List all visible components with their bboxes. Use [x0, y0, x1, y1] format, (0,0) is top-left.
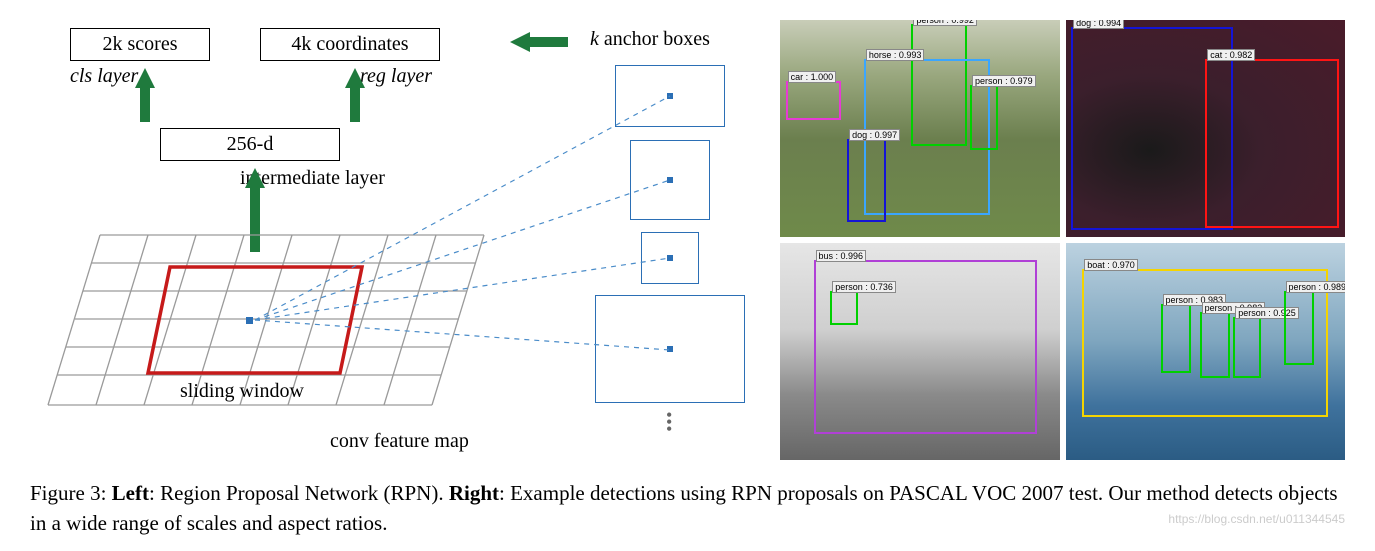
- bounding-box: car : 1.000: [786, 81, 842, 120]
- bounding-box: person : 0.736: [830, 291, 858, 326]
- bbox-label: horse : 0.993: [866, 49, 925, 61]
- bbox-label: dog : 0.994: [1073, 20, 1124, 29]
- arrow-up-reg-icon: [345, 68, 365, 88]
- bbox-container: bus : 0.996 person : 0.736: [780, 243, 1060, 460]
- scores-text: 2k scores: [103, 33, 178, 55]
- bounding-box: cat : 0.982: [1205, 59, 1339, 228]
- detection-image-3: bus : 0.996 person : 0.736: [780, 243, 1060, 460]
- watermark-text: https://blog.csdn.net/u011344545: [1168, 512, 1345, 526]
- detection-image-1: person : 0.992horse : 0.993car : 1.000do…: [780, 20, 1060, 237]
- detection-image-4: boat : 0.970 person : 0.983 person : 0.983…: [1066, 243, 1346, 460]
- caption-left-bold: Left: [112, 481, 149, 505]
- bbox-label: car : 1.000: [788, 71, 837, 83]
- bbox-label: bus : 0.996: [816, 250, 867, 262]
- bounding-box: person : 0.983: [1161, 304, 1192, 373]
- figure-row: 2k scores 4k coordinates cls layer reg l…: [0, 0, 1375, 470]
- intermediate-text: 256-d: [227, 133, 274, 155]
- bounding-box: person : 0.925: [1233, 317, 1261, 378]
- anchor-box-2: [630, 140, 710, 220]
- bbox-label: cat : 0.982: [1207, 49, 1255, 61]
- ellipsis-icon: •••: [666, 412, 672, 433]
- arrow-left-icon: [510, 32, 530, 52]
- bbox-label: boat : 0.970: [1084, 259, 1138, 271]
- anchor-label: k anchor boxes: [590, 28, 710, 51]
- caption-left-text: : Region Proposal Network (RPN).: [149, 481, 449, 505]
- anchor-box-3: [641, 232, 699, 284]
- arrow-up-cls-icon: [135, 68, 155, 88]
- scores-box: 2k scores: [70, 28, 210, 61]
- bbox-container: dog : 0.994 cat : 0.982: [1066, 20, 1346, 237]
- sliding-window-label: sliding window: [180, 380, 304, 403]
- bbox-container: boat : 0.970 person : 0.983 person : 0.983…: [1066, 243, 1346, 460]
- cls-label: cls layer: [70, 65, 138, 88]
- caption-right-bold: Right: [449, 481, 499, 505]
- bbox-label: dog : 0.997: [849, 129, 900, 141]
- feature-map-grid: [30, 205, 490, 455]
- bbox-label: person : 0.992: [913, 20, 977, 26]
- bbox-container: person : 0.992horse : 0.993car : 1.000do…: [780, 20, 1060, 237]
- anchor-box-1: [615, 65, 725, 127]
- bbox-label: person : 0.979: [972, 75, 1036, 87]
- detection-image-2: dog : 0.994 cat : 0.982: [1066, 20, 1346, 237]
- bounding-box: person : 0.983: [1200, 312, 1231, 377]
- anchor-box-4: [595, 295, 745, 403]
- rpn-diagram: 2k scores 4k coordinates cls layer reg l…: [30, 10, 780, 470]
- detections-grid: person : 0.992horse : 0.993car : 1.000do…: [780, 10, 1345, 470]
- conv-feature-map-label: conv feature map: [330, 430, 469, 453]
- arrow-up-mid-icon: [245, 168, 265, 188]
- bounding-box: dog : 0.997: [847, 139, 886, 221]
- intermediate-box: 256-d: [160, 128, 340, 161]
- bounding-box: person : 0.989: [1284, 291, 1315, 365]
- reg-label: reg layer: [360, 65, 432, 88]
- coords-text: 4k coordinates: [291, 33, 408, 55]
- bbox-label: person : 0.736: [832, 281, 896, 293]
- caption-fig: Figure 3:: [30, 481, 106, 505]
- bbox-label: person : 0.989: [1286, 281, 1346, 293]
- coords-box: 4k coordinates: [260, 28, 440, 61]
- bounding-box: person : 0.979: [970, 85, 998, 150]
- figure-caption: Figure 3: Left: Region Proposal Network …: [0, 470, 1375, 551]
